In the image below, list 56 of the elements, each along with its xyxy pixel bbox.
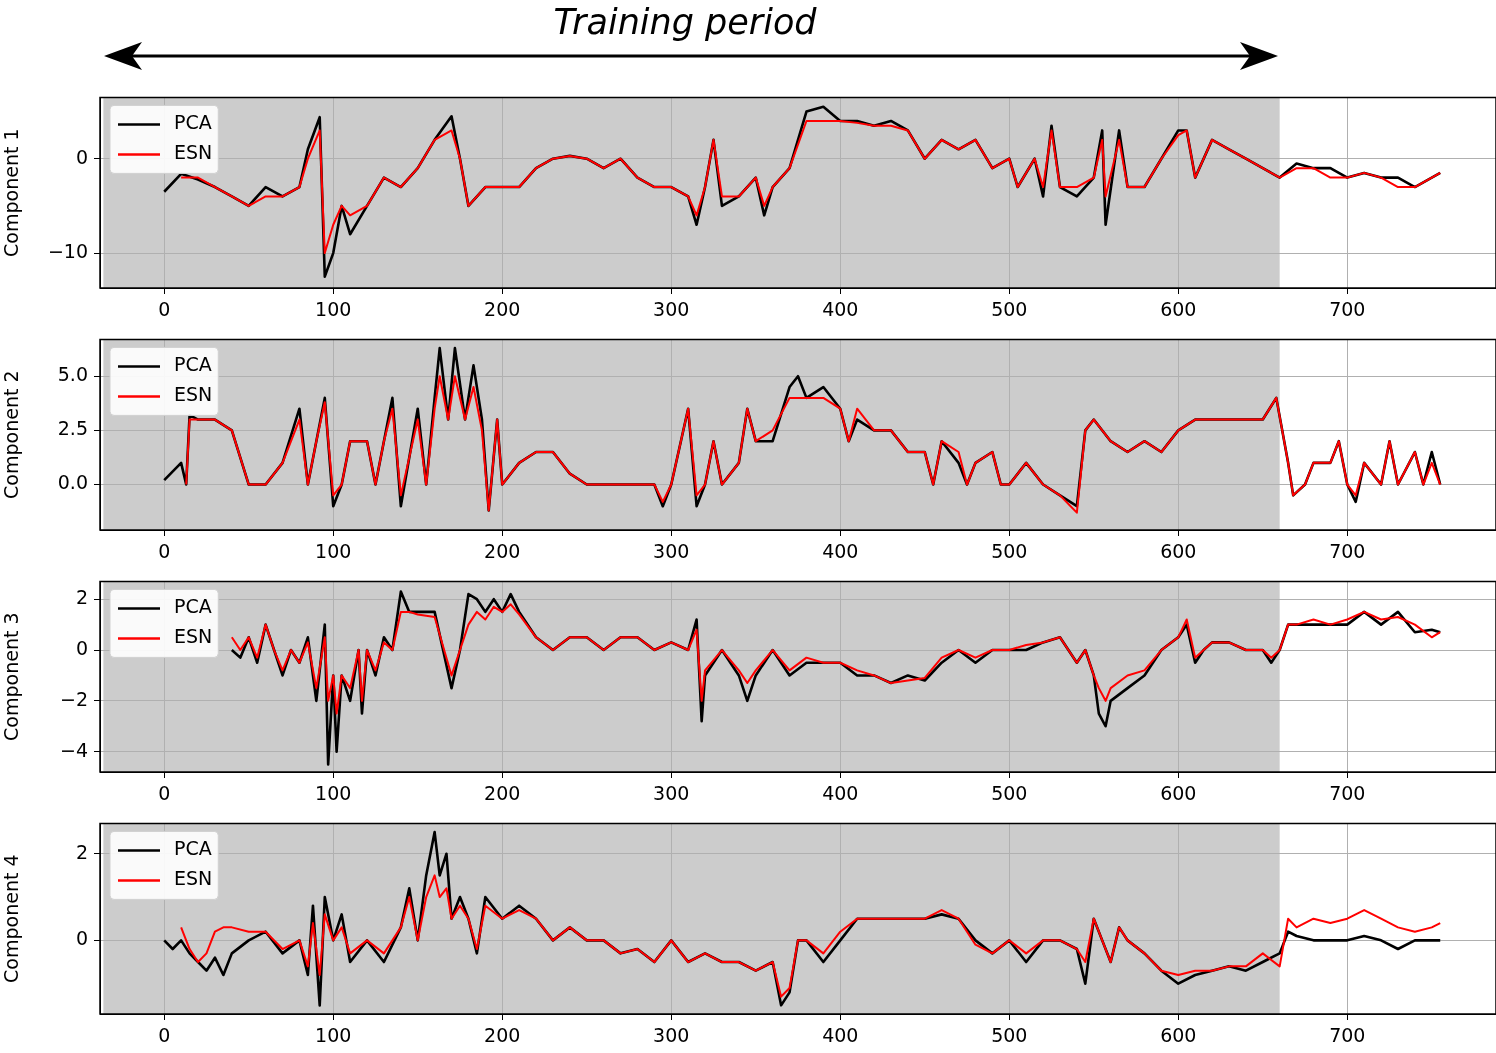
legend-label: PCA: [174, 595, 212, 618]
y-axis-title: Component 3: [0, 612, 23, 741]
x-tick-label: 200: [484, 782, 521, 805]
y-tick-label: 2: [75, 840, 88, 863]
x-tick-label: 700: [1329, 540, 1366, 563]
y-axis-title: Component 4: [0, 854, 23, 983]
x-tick-label: 500: [991, 298, 1028, 321]
x-tick-label: 700: [1329, 298, 1366, 321]
legend-label: PCA: [174, 111, 212, 134]
x-tick-label: 200: [484, 1024, 521, 1047]
x-tick-label: 100: [315, 1024, 352, 1047]
y-tick-label: 2: [75, 586, 88, 609]
x-tick-label: 700: [1329, 782, 1366, 805]
x-tick-label: 0: [158, 1024, 171, 1047]
y-tick-label: −2: [59, 687, 88, 710]
x-tick-label: 600: [1160, 540, 1197, 563]
legend-label: ESN: [174, 625, 213, 648]
x-tick-label: 0: [158, 298, 171, 321]
x-tick-label: 700: [1329, 1024, 1366, 1047]
y-axis-title: Component 2: [0, 370, 23, 499]
x-tick-label: 400: [822, 540, 859, 563]
x-tick-label: 0: [158, 782, 171, 805]
x-tick-label: 500: [991, 1024, 1028, 1047]
x-tick-label: 100: [315, 782, 352, 805]
x-tick-label: 300: [653, 540, 690, 563]
y-tick-label: 2.5: [57, 417, 88, 440]
legend-label: ESN: [174, 383, 213, 406]
legend-label: ESN: [174, 867, 213, 890]
x-tick-label: 0: [158, 540, 171, 563]
chart-title: Training period: [552, 2, 818, 42]
x-tick-label: 400: [822, 782, 859, 805]
x-tick-label: 200: [484, 540, 521, 563]
x-tick-label: 300: [653, 782, 690, 805]
y-tick-label: −10: [47, 240, 88, 263]
x-tick-label: 500: [991, 540, 1028, 563]
legend-label: PCA: [174, 837, 212, 860]
x-tick-label: 200: [484, 298, 521, 321]
y-tick-label: 5.0: [57, 363, 88, 386]
x-tick-label: 600: [1160, 298, 1197, 321]
y-tick-label: 0: [75, 927, 88, 950]
x-tick-label: 300: [653, 1024, 690, 1047]
x-tick-label: 100: [315, 540, 352, 563]
y-tick-label: 0: [75, 636, 88, 659]
legend-label: PCA: [174, 353, 212, 376]
y-tick-label: −4: [59, 738, 88, 761]
x-tick-label: 600: [1160, 782, 1197, 805]
x-tick-label: 400: [822, 298, 859, 321]
y-tick-label: 0.0: [57, 471, 88, 494]
x-tick-label: 400: [822, 1024, 859, 1047]
y-tick-label: 0: [75, 145, 88, 168]
x-tick-label: 600: [1160, 1024, 1197, 1047]
x-tick-label: 500: [991, 782, 1028, 805]
legend-label: ESN: [174, 141, 213, 164]
y-axis-title: Component 1: [0, 128, 23, 257]
x-tick-label: 100: [315, 298, 352, 321]
x-tick-label: 300: [653, 298, 690, 321]
